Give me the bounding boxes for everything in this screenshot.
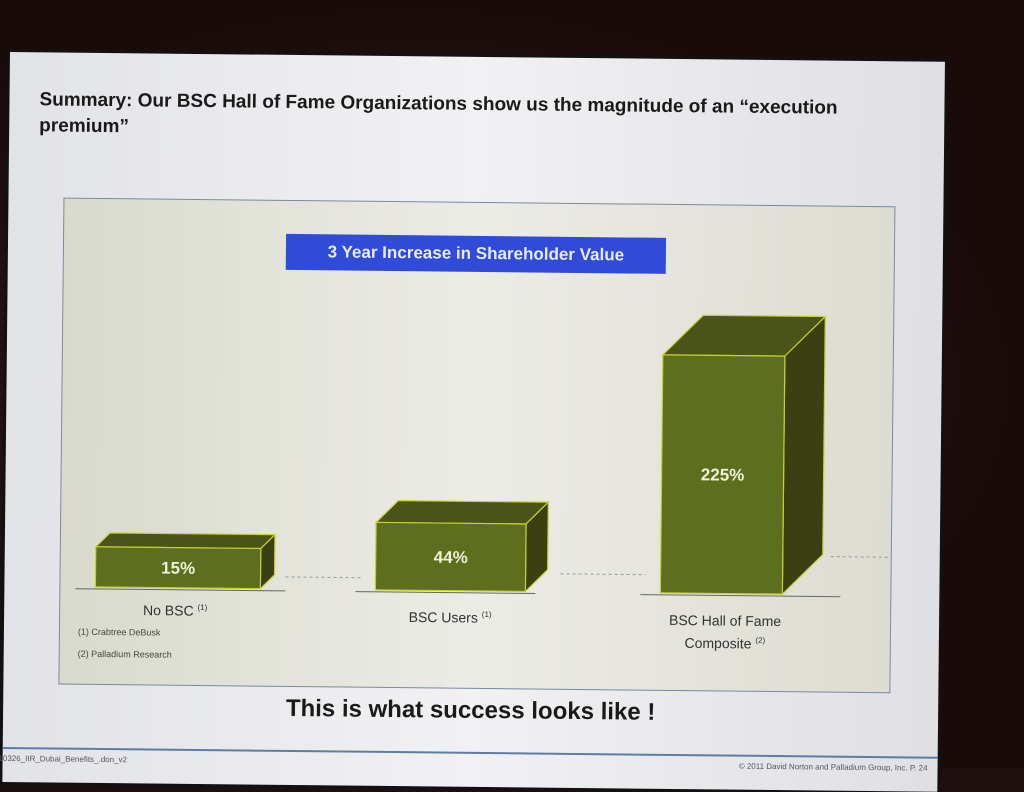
- connector-2: [830, 556, 889, 558]
- category-label-0: No BSC (1): [142, 602, 208, 619]
- baseline-2: [640, 594, 841, 598]
- bar-1: [374, 521, 527, 593]
- footer-divider: [2, 746, 938, 759]
- footnote-1: (1) Crabtree DeBusk: [77, 626, 161, 638]
- data-label-2: 225%: [701, 465, 745, 484]
- footer-filename: 110326_IIR_Dubai_Benefits_.don_v2: [0, 753, 128, 765]
- data-label-0: 15%: [161, 559, 195, 578]
- bar-side-2: [781, 315, 826, 596]
- category-label-1: BSC Users (1): [408, 608, 492, 626]
- bar-top-1: [374, 500, 550, 525]
- tagline: This is what success looks like !: [285, 694, 656, 726]
- footer-copyright: © 2011 David Norton and Palladium Group,…: [738, 761, 928, 773]
- bar-plot: 15% 44% 225%: [75, 314, 889, 598]
- connector-0: [285, 576, 361, 579]
- bar-0: [94, 546, 262, 590]
- connector-1: [560, 573, 646, 576]
- baseline-0: [75, 588, 286, 592]
- chart: 3 Year Increase in Shareholder Value 15%…: [58, 197, 896, 694]
- data-label-1: 44%: [434, 548, 468, 567]
- bar-2: [659, 354, 786, 595]
- category-label-2: BSC Hall of Fame Composite (2): [668, 611, 782, 652]
- footnote-2: (2) Palladium Research: [77, 648, 172, 660]
- slide: Summary: Our BSC Hall of Fame Organizati…: [0, 52, 945, 792]
- slide-title: Summary: Our BSC Hall of Fame Organizati…: [39, 89, 838, 138]
- bar-top-0: [94, 532, 277, 550]
- baseline-1: [355, 591, 536, 595]
